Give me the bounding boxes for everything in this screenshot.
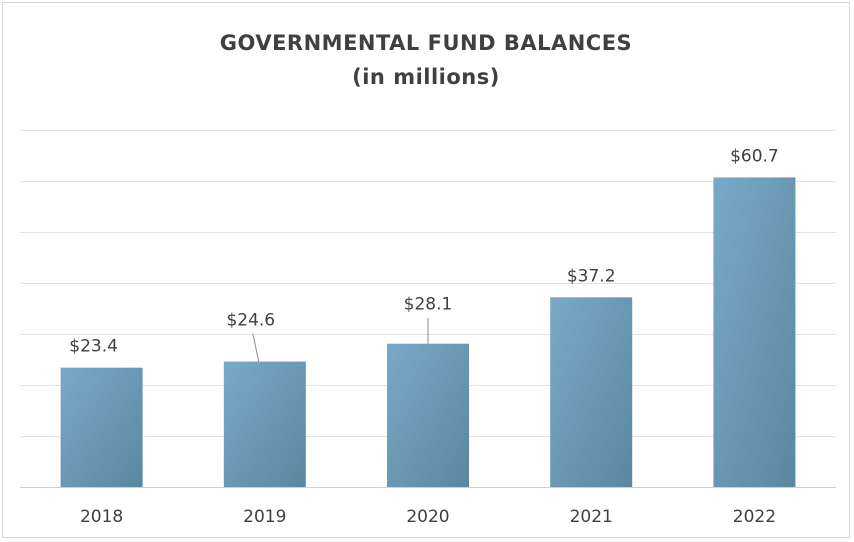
bar-2021: [550, 297, 633, 487]
data-label: $37.2: [567, 266, 616, 286]
x-tick-label: 2019: [243, 507, 286, 527]
bar-2022: [713, 177, 796, 487]
bars: [60, 177, 796, 487]
data-label: $60.7: [730, 146, 779, 166]
data-label: $28.1: [404, 295, 453, 315]
chart-subtitle: (in millions): [352, 65, 500, 89]
data-label: $23.4: [69, 337, 118, 357]
leader-lines: [252, 317, 429, 362]
bar-2020: [387, 343, 469, 487]
x-tick-label: 2020: [406, 507, 449, 527]
x-tick-labels: 2018 2019 2020 2021 2022: [80, 507, 776, 527]
data-labels: $23.4 $24.6 $28.1 $37.2 $60.7: [69, 146, 778, 356]
bar-2018: [60, 367, 143, 487]
leader-line: [252, 333, 260, 362]
data-label: $24.6: [226, 311, 275, 331]
x-tick-label: 2022: [733, 507, 776, 527]
x-tick-label: 2018: [80, 507, 123, 527]
bar-2019: [223, 361, 306, 487]
chart-title: GOVERNMENTAL FUND BALANCES: [219, 31, 633, 55]
x-tick-label: 2021: [570, 507, 613, 527]
